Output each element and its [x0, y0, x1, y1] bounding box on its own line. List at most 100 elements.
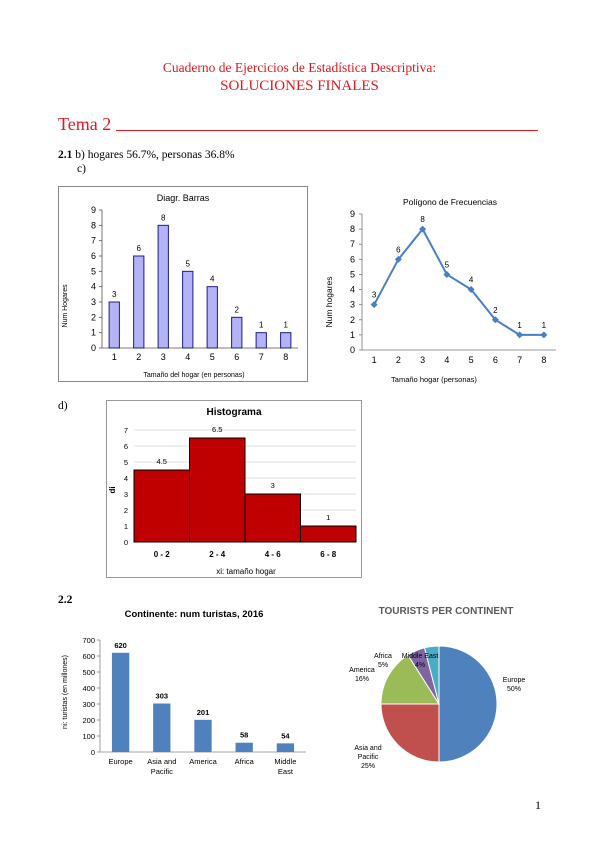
bar — [206, 286, 218, 349]
chart-title: Diagr. Barras — [157, 193, 210, 203]
y-axis-label: di — [108, 486, 117, 493]
bar — [189, 437, 246, 543]
x-axis-label: Tamaño hogar (personas) — [391, 375, 477, 384]
pie-slice — [438, 645, 498, 763]
chart-title: Histograma — [206, 407, 261, 418]
data-point — [419, 225, 427, 233]
x-tick-label: 3 — [420, 355, 425, 365]
data-label: 2 — [235, 305, 240, 314]
x-tick-label: 5 — [469, 355, 474, 365]
chart-barras: Diagr. Barras Num Hogares Tamaño del hog… — [58, 186, 308, 382]
bar — [231, 316, 243, 349]
slice-percent: 16% — [355, 676, 369, 683]
x-tick-label: 0 - 2 — [154, 550, 171, 559]
data-point — [491, 316, 499, 324]
header-subtitle: SOLUCIONES FINALES — [220, 78, 379, 94]
x-tick-label: Africa — [235, 757, 255, 766]
data-label: 4.5 — [157, 457, 167, 466]
x-axis-label: Tamaño del hogar (en personas) — [143, 372, 244, 379]
y-tick-label: 4 — [91, 282, 96, 292]
x-tick-label: 1 — [112, 352, 117, 362]
y-tick-label: 2 — [124, 506, 128, 515]
x-tick-label: 4 - 6 — [265, 550, 282, 559]
data-label: 1 — [517, 321, 522, 330]
header-title: Cuaderno de Ejercicios de Estadística De… — [162, 60, 437, 75]
q21-number: 2.1 — [58, 149, 73, 161]
data-label: 1 — [259, 321, 264, 330]
data-label: 4 — [210, 275, 215, 284]
bar — [280, 332, 292, 349]
x-tick-label: 2 - 4 — [209, 550, 226, 559]
q21-line: 2.1 b) hogares 56.7%, personas 36.8% — [58, 149, 235, 161]
y-tick-label: 8 — [91, 220, 96, 230]
bar — [133, 469, 190, 543]
y-tick-label: 1 — [91, 328, 96, 338]
bar — [111, 652, 130, 752]
data-label: 8 — [420, 215, 425, 224]
y-tick-label: 0 — [91, 343, 96, 353]
data-label: 5 — [186, 259, 191, 268]
bar — [244, 493, 301, 543]
y-tick-label: 1 — [124, 522, 128, 531]
y-tick-label: 8 — [350, 224, 355, 234]
slice-label: Europe — [503, 677, 526, 684]
y-tick-label: 5 — [124, 458, 128, 467]
x-tick-label: 8 — [283, 352, 288, 362]
data-label: 5 — [445, 260, 450, 269]
x-tick-label: 8 — [541, 355, 546, 365]
data-point — [467, 286, 475, 294]
slice-percent: 4% — [415, 662, 425, 669]
data-label: 1 — [542, 321, 547, 330]
slice-percent: 5% — [378, 662, 388, 669]
plot-area: 0 1 2 3 4 5 6 7 4.5 0 - 2 6.5 2 - 4 3 4 - 6 1 6 - 8 — [124, 425, 357, 559]
y-tick-label: 5 — [350, 269, 355, 279]
plot-area: 0 1 2 3 4 5 6 7 8 9 3 1 6 2 8 3 5 4 4 5 2 6 1 7 1 8 — [350, 209, 556, 365]
y-tick-label: 7 — [350, 239, 355, 249]
y-tick-label: 0 — [124, 538, 128, 547]
q21-part-d: d) — [58, 400, 68, 412]
slice-label: America — [349, 667, 375, 674]
bar — [157, 224, 169, 349]
y-tick-label: 200 — [82, 716, 95, 725]
bar — [235, 742, 253, 752]
bar — [182, 270, 194, 349]
plot-area: 0 1 2 3 4 5 6 7 8 9 3 1 6 2 8 3 5 4 4 5 2 6 1 7 1 8 — [91, 205, 298, 362]
y-tick-label: 7 — [124, 426, 128, 435]
x-tick-label: 6 — [493, 355, 498, 365]
data-label: 2 — [493, 306, 498, 315]
q21-part-c: c) — [77, 163, 86, 175]
slice-label: Middle East — [402, 653, 439, 660]
data-label: 1 — [284, 321, 289, 330]
data-label: 54 — [281, 731, 290, 740]
y-tick-label: 3 — [350, 300, 355, 310]
x-tick-label: 4 — [185, 352, 190, 362]
y-tick-label: 5 — [91, 266, 96, 276]
y-tick-label: 3 — [124, 490, 128, 499]
y-axis-label: ni: turistas (en millones) — [62, 655, 69, 729]
series-line — [373, 227, 544, 336]
y-tick-label: 100 — [82, 732, 95, 741]
x-tick-label: 7 — [517, 355, 522, 365]
slice-label: Africa — [374, 653, 392, 660]
y-tick-label: 6 — [350, 254, 355, 264]
x-tick-label: 2 — [396, 355, 401, 365]
y-tick-label: 0 — [91, 748, 95, 757]
y-tick-label: 600 — [82, 652, 95, 661]
data-label: 3 — [271, 481, 275, 490]
x-tick-label: Europe — [109, 757, 133, 766]
data-point — [443, 270, 451, 278]
y-tick-label: 9 — [350, 209, 355, 219]
pie-slice — [380, 703, 440, 763]
data-label: 8 — [161, 213, 166, 222]
plot-area: 0 100 200 300 400 500 600 700 620 Europe 303 Asia a… — [82, 636, 306, 776]
y-tick-label: 500 — [82, 668, 95, 677]
y-tick-label: 0 — [350, 345, 355, 355]
y-tick-label: 300 — [82, 700, 95, 709]
y-tick-label: 4 — [350, 285, 355, 295]
x-tick-label: 4 — [444, 355, 449, 365]
x-axis-label: xi: tamaño hogar — [216, 567, 276, 576]
y-tick-label: 2 — [350, 315, 355, 325]
data-label: 6.5 — [212, 425, 222, 434]
y-axis-label: Num hogares — [324, 276, 334, 327]
chart-title: Polígono de Frecuencias — [403, 197, 497, 207]
